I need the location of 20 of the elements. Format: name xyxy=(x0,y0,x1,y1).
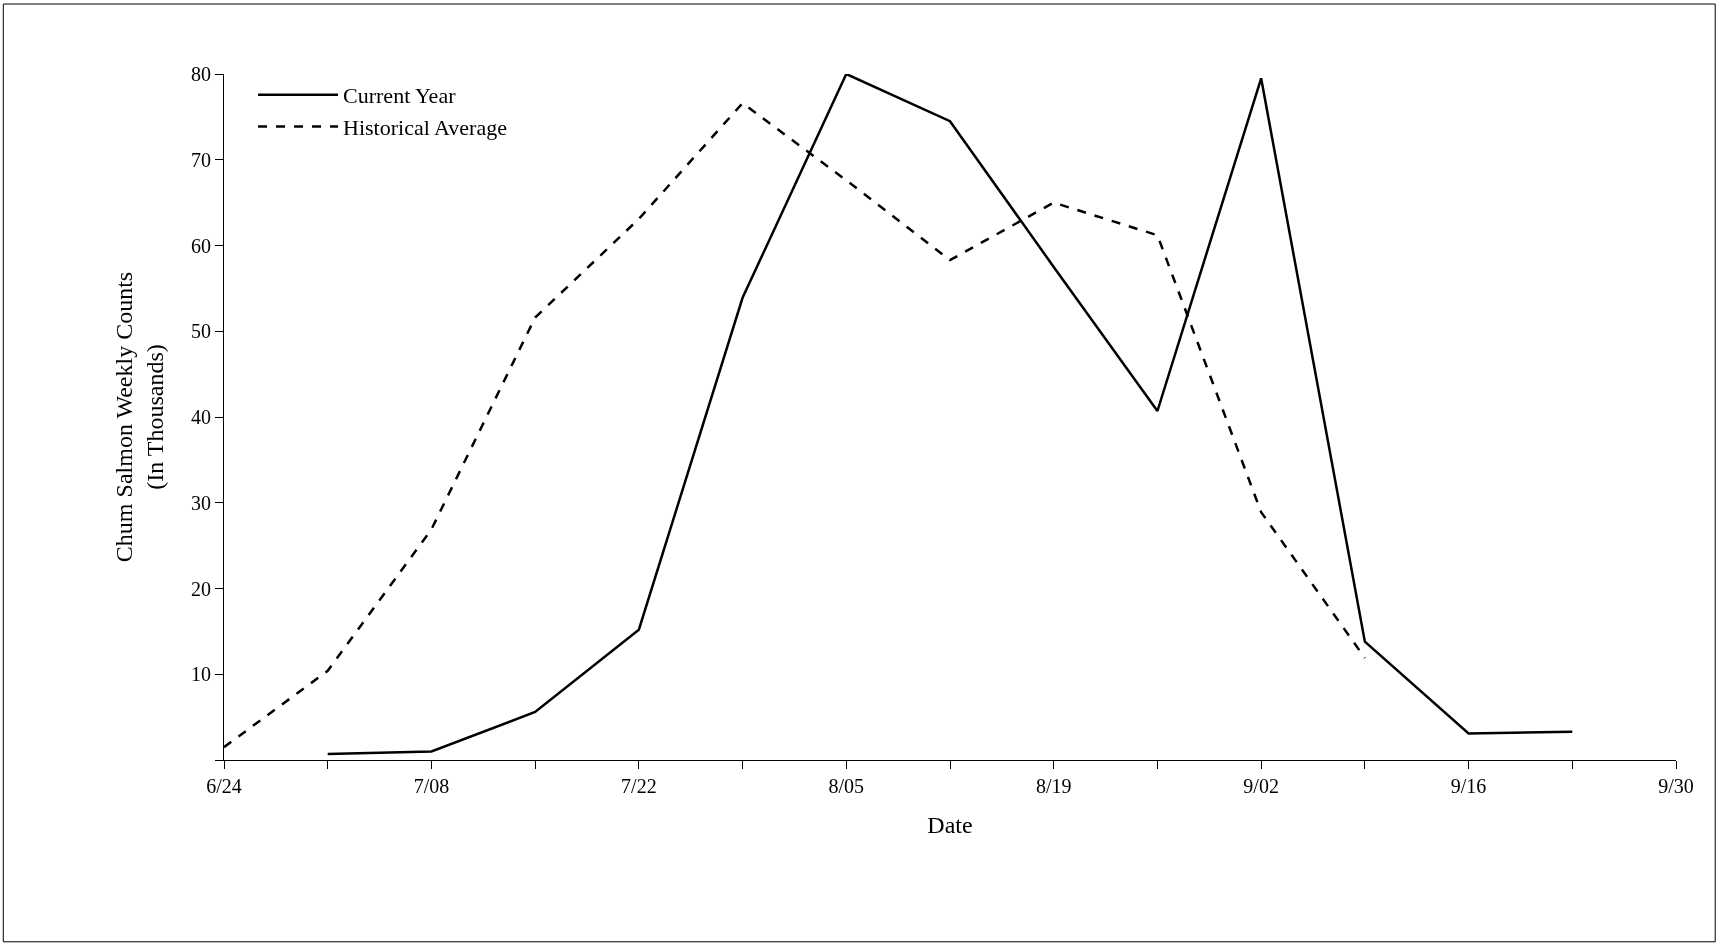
x-tick-label: 7/08 xyxy=(413,775,450,797)
y-tick-label: 50 xyxy=(191,320,211,343)
y-tick-label: 40 xyxy=(191,406,211,428)
y-tick-label: 20 xyxy=(191,577,211,600)
x-axis-title: Date xyxy=(927,812,973,839)
x-tick-label: 6/24 xyxy=(206,775,242,797)
x-tick-label: 8/05 xyxy=(828,775,865,797)
y-tick-label: 70 xyxy=(191,148,211,171)
x-tick-label: 8/19 xyxy=(1035,775,1072,797)
legend-label: Current Year xyxy=(343,83,457,109)
y-tick-label: 10 xyxy=(191,663,211,686)
legend-label: Historical Average xyxy=(343,114,507,140)
y-tick-label: 30 xyxy=(191,491,211,514)
y-tick-label: 60 xyxy=(191,234,211,257)
x-tick-label: 9/30 xyxy=(1658,775,1694,797)
x-tick-label: 9/16 xyxy=(1450,775,1487,797)
x-tick-label: 7/22 xyxy=(621,775,657,797)
x-tick-label: 9/02 xyxy=(1243,775,1279,797)
y-axis-title: Chum Salmon Weekly Counts (In Thousands) xyxy=(110,271,169,563)
y-tick-label: 80 xyxy=(191,63,211,85)
